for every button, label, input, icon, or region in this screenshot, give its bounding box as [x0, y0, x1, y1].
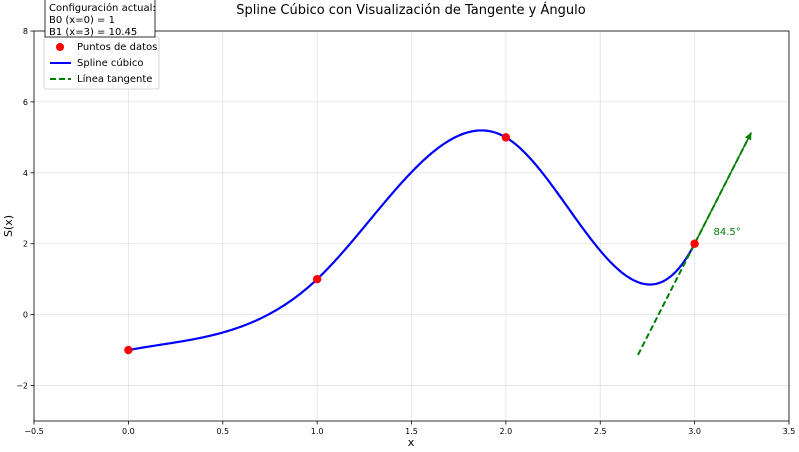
config-title: Configuración actual: [49, 2, 156, 14]
y-tick-label: 8 [23, 27, 28, 36]
tangent-arrow-head [744, 132, 752, 141]
x-tick-label: 2.5 [594, 427, 607, 436]
y-tick-label: 4 [23, 169, 28, 178]
x-tick-label: 1.0 [311, 427, 324, 436]
x-tick-label: −0.5 [24, 427, 43, 436]
data-point [312, 274, 322, 284]
y-tick-label: 6 [23, 98, 28, 107]
config-box: Configuración actual: B0 (x=0) = 1 B1 (x… [44, 0, 156, 38]
legend-label-spline: Spline cúbico [77, 57, 144, 69]
y-tick-label: 2 [23, 240, 28, 249]
legend-label-tangente: Línea tangente [77, 73, 152, 85]
x-axis-label: x [408, 436, 415, 449]
config-box-frame [44, 0, 156, 38]
axis-ticks: −0.5 0.0 0.5 1.0 1.5 2.0 2.5 3.0 3.5 −2 0 2 4 6 8 [16, 27, 795, 436]
x-tick-label: 3.5 [783, 427, 796, 436]
y-tick-label: −2 [16, 382, 28, 391]
data-point [124, 345, 133, 355]
x-tick-label: 0.5 [216, 427, 229, 436]
legend-label-puntos: Puntos de datos [77, 42, 157, 53]
x-tick-label: 3.0 [688, 427, 701, 436]
grid [33, 30, 790, 421]
angle-annotation: 84.5° [714, 227, 741, 238]
spline-curve [128, 129, 696, 352]
legend-marker-puntos [56, 43, 64, 51]
config-line-b0: B0 (x=0) = 1 [49, 15, 115, 26]
x-tick-label: 2.0 [500, 427, 513, 436]
x-tick-label: 1.5 [405, 427, 418, 436]
chart-title: Spline Cúbico con Visualización de Tange… [236, 2, 585, 18]
x-tick-label: 0.0 [122, 427, 135, 436]
data-point [690, 239, 699, 248]
legend: Puntos de datos Spline cúbico Línea tang… [43, 36, 160, 90]
y-axis-label: S(x) [2, 215, 15, 237]
series [124, 129, 753, 356]
y-tick-label: 0 [23, 311, 28, 320]
data-point [501, 133, 511, 142]
config-line-b1: B1 (x=3) = 10.45 [49, 27, 137, 38]
tangent-arrow-shaft [693, 132, 752, 245]
